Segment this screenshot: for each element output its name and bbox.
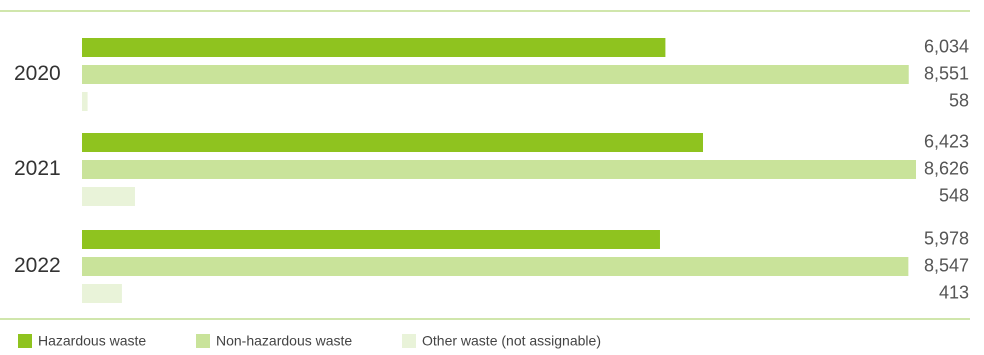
value-label-2020-series-1: 8,551 — [924, 63, 969, 83]
legend-swatch-2 — [402, 334, 416, 348]
bar-2020-series-2 — [82, 92, 88, 111]
legend-label-1: Non-hazardous waste — [216, 333, 352, 349]
value-label-2022-series-2: 413 — [939, 282, 969, 302]
legend-label-2: Other waste (not assignable) — [422, 333, 601, 349]
bar-2021-series-1 — [82, 160, 916, 179]
bar-2020-series-1 — [82, 65, 909, 84]
legend-swatch-0 — [18, 334, 32, 348]
year-label-2021: 2021 — [14, 157, 61, 180]
value-label-2022-series-0: 5,978 — [924, 228, 969, 248]
bar-2022-series-1 — [82, 257, 909, 276]
value-label-2021-series-1: 8,626 — [924, 158, 969, 178]
bar-2021-series-2 — [82, 187, 135, 206]
value-label-2020-series-0: 6,034 — [924, 36, 969, 56]
bar-2021-series-0 — [82, 133, 704, 152]
year-label-2022: 2022 — [14, 254, 61, 277]
value-label-2021-series-2: 548 — [939, 185, 969, 205]
value-label-2020-series-2: 58 — [949, 90, 969, 110]
year-label-2020: 2020 — [14, 62, 61, 85]
legend-swatch-1 — [196, 334, 210, 348]
bar-2020-series-0 — [82, 38, 666, 57]
value-label-2022-series-1: 8,547 — [924, 255, 969, 275]
bar-2022-series-0 — [82, 230, 660, 249]
value-label-2021-series-0: 6,423 — [924, 131, 969, 151]
legend-label-0: Hazardous waste — [38, 333, 146, 349]
bar-2022-series-2 — [82, 284, 122, 303]
